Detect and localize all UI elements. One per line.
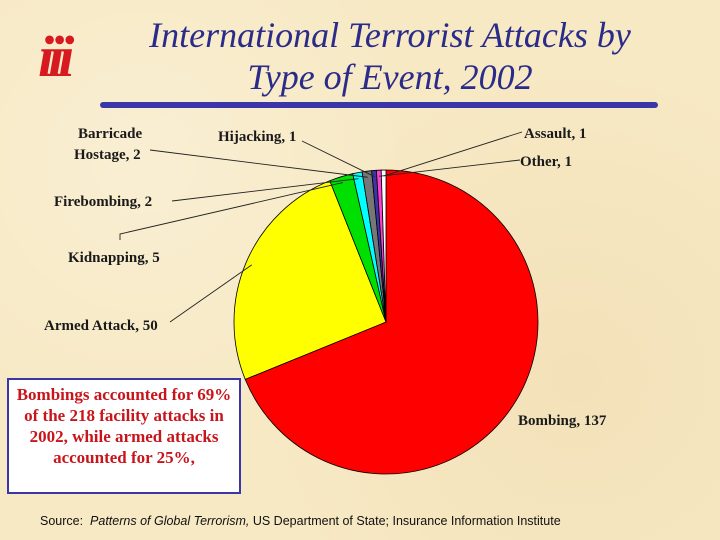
label-kidnapping: Kidnapping, 5 <box>68 250 160 266</box>
source-title: Patterns of Global Terrorism, <box>90 514 250 528</box>
leader-line-armed-attack <box>169 264 253 323</box>
pie-slice-assault <box>380 169 387 323</box>
pie-slice-armed-attack <box>233 180 387 380</box>
label-armed-attack: Armed Attack, 50 <box>44 318 158 334</box>
label-barricade-line2: Hostage, 2 <box>74 147 141 163</box>
slide-title: International Terrorist Attacks by Type … <box>110 14 670 98</box>
leader-line-kidnapping <box>119 182 343 240</box>
title-line-2: Type of Event, 2002 <box>247 57 533 97</box>
title-underline <box>100 102 658 108</box>
label-hijacking: Hijacking, 1 <box>218 129 296 145</box>
label-firebombing: Firebombing, 2 <box>54 194 152 210</box>
leader-line-barricade-hostage <box>149 149 368 178</box>
source-prefix: Source: <box>40 514 84 528</box>
label-bombing: Bombing, 137 <box>518 413 607 429</box>
pie-slices <box>233 169 539 475</box>
label-assault: Assault, 1 <box>524 126 587 142</box>
callout-box: Bombings accounted for 69% of the 218 fa… <box>7 378 241 494</box>
label-barricade-line1: Barricade <box>78 126 142 142</box>
title-line-1: International Terrorist Attacks by <box>149 15 631 55</box>
leader-line-assault <box>383 131 523 177</box>
source-rest: US Department of State; Insurance Inform… <box>249 514 561 528</box>
pie-slice-bombing <box>244 169 539 475</box>
leader-line-firebombing <box>171 178 359 202</box>
callout-text: Bombings accounted for 69% of the 218 fa… <box>16 385 232 467</box>
leader-line-other <box>379 159 521 177</box>
leader-lines <box>119 131 523 323</box>
source-note: Source: Patterns of Global Terrorism, US… <box>40 514 720 528</box>
leader-line-hijacking <box>301 140 375 177</box>
label-other: Other, 1 <box>520 154 572 170</box>
